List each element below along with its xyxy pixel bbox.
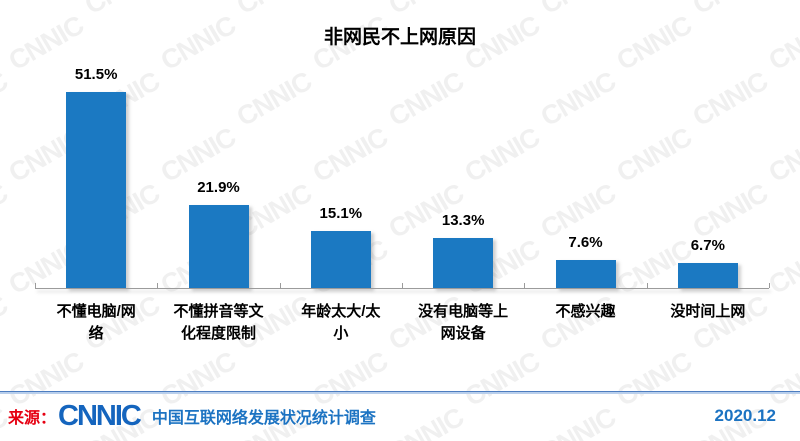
value-label-1: 51.5%: [74, 66, 118, 83]
axis-tick-5: [647, 283, 648, 288]
bar-2: [188, 205, 249, 289]
category-label-3: 年龄太大/太 小: [301, 303, 381, 342]
bar-5: [555, 260, 616, 289]
source-text: 中国互联网络发展状况统计调查: [151, 410, 376, 427]
category-label-6: 没时间上网: [670, 303, 746, 320]
value-label-4: 13.3%: [441, 212, 485, 229]
report-date: 2020.12: [714, 406, 776, 425]
cnnic-logo: CNNIC: [58, 399, 142, 432]
bar-6: [677, 263, 738, 289]
value-label-3: 15.1%: [319, 205, 363, 222]
bar-4: [433, 238, 494, 289]
footer-divider-light: [0, 392, 800, 394]
category-label-4: 没有电脑等上 网设备: [418, 303, 509, 342]
category-label-5: 不感兴趣: [555, 303, 616, 320]
category-label-1: 不懂电脑/网 络: [56, 303, 136, 342]
value-label-6: 6.7%: [690, 237, 725, 254]
source-label: 来源：: [8, 410, 57, 427]
axis-tick-2: [280, 283, 281, 288]
axis-tick-0: [35, 283, 36, 288]
axis-tick-1: [157, 283, 158, 288]
x-axis-line: [35, 288, 769, 289]
category-label-2: 不懂拼音等文 化程度限制: [173, 303, 264, 342]
axis-tick-6: [769, 283, 770, 288]
axis-tick-4: [524, 283, 525, 288]
value-label-2: 21.9%: [197, 179, 240, 196]
chart-title: 非网民不上网原因: [323, 27, 476, 48]
footer-row: 来源： CNNIC 中国互联网络发展状况统计调查 2020.12: [0, 396, 800, 436]
bar-1: [66, 92, 127, 289]
footer: 来源： CNNIC 中国互联网络发展状况统计调查 2020.12: [0, 391, 800, 441]
bar-3: [310, 231, 371, 289]
axis-tick-3: [402, 283, 403, 288]
value-label-5: 7.6%: [568, 234, 603, 251]
footer-divider-dark: [0, 391, 800, 392]
